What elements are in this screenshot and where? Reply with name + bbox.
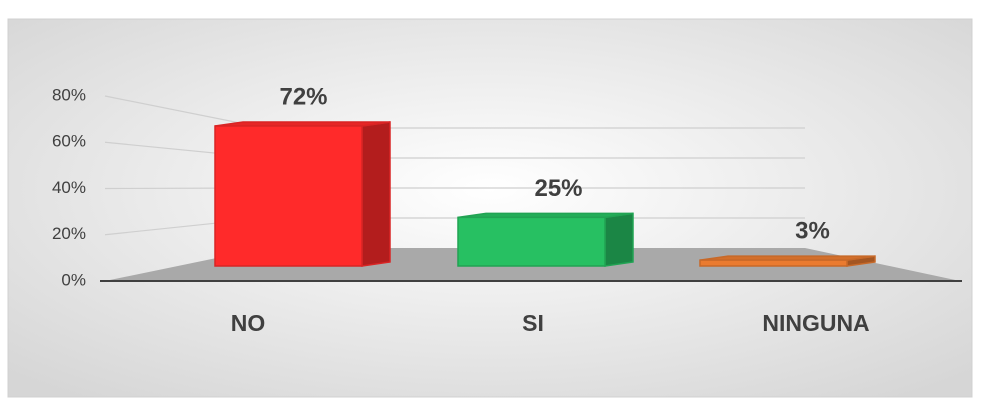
bar-front	[699, 259, 848, 267]
bar	[457, 212, 634, 267]
data-label: 3%	[795, 217, 830, 244]
bar	[214, 121, 391, 267]
bar-front	[457, 216, 606, 267]
chart-area	[7, 18, 973, 398]
data-label: 25%	[534, 175, 582, 202]
bar-front	[214, 125, 363, 267]
bar-side	[361, 121, 391, 267]
x-tick-label: NO	[231, 310, 266, 336]
y-tick-label: 40%	[52, 178, 86, 197]
y-tick-label: 80%	[52, 85, 86, 104]
y-tick-label: 0%	[61, 270, 86, 289]
grid-line	[104, 187, 805, 190]
bar	[699, 255, 876, 267]
y-tick-label: 60%	[52, 132, 86, 151]
data-label: 72%	[279, 83, 327, 110]
bar-side	[604, 212, 634, 267]
x-tick-label: NINGUNA	[762, 310, 869, 336]
x-tick-label: SI	[522, 310, 544, 336]
y-tick-label: 20%	[52, 224, 86, 243]
